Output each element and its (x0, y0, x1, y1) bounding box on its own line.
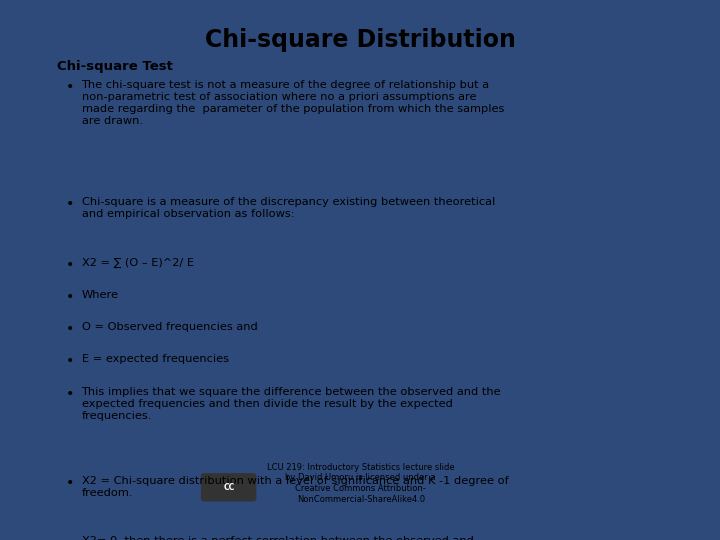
Text: Chi-square is a measure of the discrepancy existing between theoretical
and empi: Chi-square is a measure of the discrepan… (81, 197, 495, 219)
FancyBboxPatch shape (201, 473, 256, 502)
Text: •: • (66, 322, 74, 336)
Text: •: • (66, 354, 74, 368)
Text: Where: Where (81, 290, 119, 300)
Text: •: • (66, 290, 74, 304)
Text: The chi-square test is not a measure of the degree of relationship but a
non-par: The chi-square test is not a measure of … (81, 80, 504, 126)
Text: NonCommercial-ShareAlike4.0: NonCommercial-ShareAlike4.0 (297, 495, 425, 504)
Text: •: • (66, 476, 74, 490)
Text: LCU 219: Introductory Statistics lecture slide: LCU 219: Introductory Statistics lecture… (267, 463, 454, 471)
Text: Chi-square Distribution: Chi-square Distribution (205, 29, 516, 52)
Text: O = Observed frequencies and: O = Observed frequencies and (81, 322, 257, 332)
Text: X2 = Chi-square distribution with a level of significance and K -1 degree of
fre: X2 = Chi-square distribution with a leve… (81, 476, 508, 497)
Text: X2= 0, then there is a perfect correlation between the observed and
expected fre: X2= 0, then there is a perfect correlati… (81, 536, 505, 540)
Text: X2 = ∑ (O – E)^2/ E: X2 = ∑ (O – E)^2/ E (81, 258, 194, 268)
Text: •: • (66, 80, 74, 94)
Text: This implies that we square the difference between the observed and the
expected: This implies that we square the differen… (81, 387, 501, 421)
Text: Creative Commons Attribution-: Creative Commons Attribution- (295, 484, 426, 493)
Text: by David Umoru is licensed under a: by David Umoru is licensed under a (285, 474, 436, 482)
Text: •: • (66, 258, 74, 272)
Text: •: • (66, 536, 74, 540)
Text: CC: CC (223, 483, 235, 492)
Text: Chi-square Test: Chi-square Test (58, 60, 174, 73)
Text: E = expected frequencies: E = expected frequencies (81, 354, 228, 364)
Text: •: • (66, 197, 74, 211)
Text: •: • (66, 387, 74, 401)
